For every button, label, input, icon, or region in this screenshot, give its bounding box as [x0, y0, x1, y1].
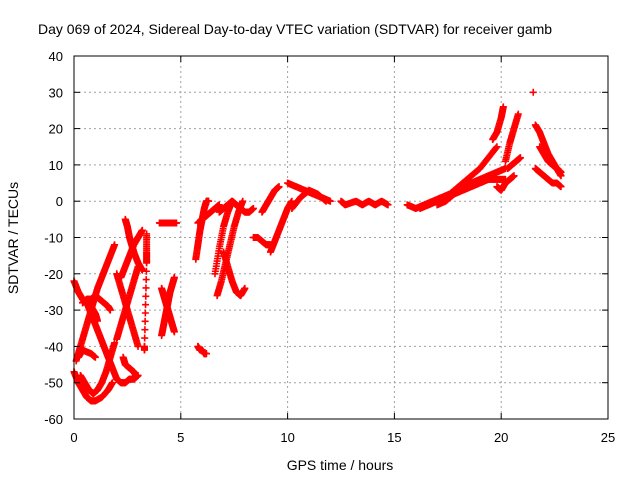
data-point: [557, 168, 565, 176]
y-tick-label: -20: [44, 267, 63, 282]
data-point: [499, 103, 507, 111]
data-point: [106, 306, 114, 314]
data-point: [141, 317, 149, 325]
series-arc-02: [70, 368, 116, 405]
data-point: [510, 172, 518, 180]
series-arc-29: [288, 186, 330, 212]
series-arc-36: [501, 110, 522, 165]
data-point: [111, 339, 119, 347]
data-point: [202, 350, 210, 358]
y-tick-label: -50: [44, 376, 63, 391]
y-axis-label: SDTVAR / TECUs: [5, 182, 21, 294]
data-point: [215, 201, 223, 209]
series-arc-18: [194, 342, 210, 358]
data-point: [134, 342, 142, 350]
data-point: [142, 284, 150, 292]
data-point: [516, 154, 524, 162]
series-arc-34: [450, 165, 509, 198]
data-point: [493, 143, 501, 151]
series-arc-13: [117, 226, 146, 281]
data-point: [170, 328, 178, 336]
series-arc-27: [267, 197, 296, 256]
series-arc-39: [529, 88, 537, 96]
series-arc-19: [192, 197, 213, 263]
x-tick-label: 5: [177, 430, 184, 445]
data-point: [111, 241, 119, 249]
data-point: [249, 204, 257, 212]
y-tick-label: -40: [44, 339, 63, 354]
data-point: [142, 276, 150, 284]
series-arc-20: [194, 201, 223, 227]
series-arc-10: [113, 263, 142, 343]
data-point: [141, 309, 149, 317]
series-arc-42: [536, 143, 565, 176]
y-tick-label: -10: [44, 231, 63, 246]
data-point: [143, 259, 151, 267]
x-tick-label: 0: [70, 430, 77, 445]
series-arc-23: [220, 248, 249, 300]
y-tick-label: 0: [56, 194, 63, 209]
data-point: [141, 326, 149, 334]
data-point: [170, 273, 178, 281]
x-tick-label: 15: [387, 430, 401, 445]
y-tick-label: 10: [49, 158, 63, 173]
series-arc-11: [119, 353, 140, 379]
series-arc-14: [140, 230, 151, 354]
series-arc-41: [531, 165, 565, 191]
data-point: [141, 334, 149, 342]
series-arc-07: [83, 299, 121, 383]
y-tick-label: 40: [49, 49, 63, 64]
data-point: [384, 201, 392, 209]
data-point: [239, 197, 247, 205]
data-point: [142, 292, 150, 300]
data-point: [138, 266, 146, 274]
data-point: [108, 379, 116, 387]
data-point: [173, 219, 181, 227]
axes: 0 5 10 15 20 25 -60 -50 -40 -30 -20 -10 0 10 20 30 40: [44, 49, 615, 445]
data-point: [132, 371, 140, 379]
x-tick-label: 25: [601, 430, 615, 445]
data-point: [275, 183, 283, 191]
data-point: [557, 183, 565, 191]
grid: [74, 56, 608, 419]
data-point: [205, 197, 213, 205]
data-point: [142, 301, 150, 309]
y-tick-label: 30: [49, 85, 63, 100]
data-point: [492, 144, 500, 152]
series-arc-17: [155, 219, 181, 227]
chart-title: Day 069 of 2024, Sidereal Day-to-day VTE…: [38, 21, 552, 37]
data-point: [322, 197, 330, 205]
series-arc-24: [215, 197, 257, 216]
data-point: [142, 267, 150, 275]
y-tick-label: -30: [44, 303, 63, 318]
series-arc-35: [489, 103, 507, 143]
data-point: [514, 110, 522, 118]
series-arc-05: [74, 346, 99, 361]
y-tick-label: -60: [44, 412, 63, 427]
x-axis-label: GPS time / hours: [287, 457, 394, 473]
series-arc-26: [258, 183, 283, 216]
data-point: [140, 346, 148, 354]
series-arc-30: [337, 197, 392, 209]
data-point: [529, 88, 537, 96]
series-arc-16: [158, 284, 178, 336]
data-points: [70, 88, 565, 405]
data-point: [241, 284, 249, 292]
series-arc-38: [504, 154, 524, 173]
x-tick-label: 20: [494, 430, 508, 445]
y-tick-label: 20: [49, 122, 63, 137]
series-arc-37: [493, 172, 518, 194]
x-tick-label: 10: [280, 430, 294, 445]
data-point: [91, 353, 99, 361]
data-point: [138, 226, 146, 234]
series-arc-09: [113, 270, 142, 350]
